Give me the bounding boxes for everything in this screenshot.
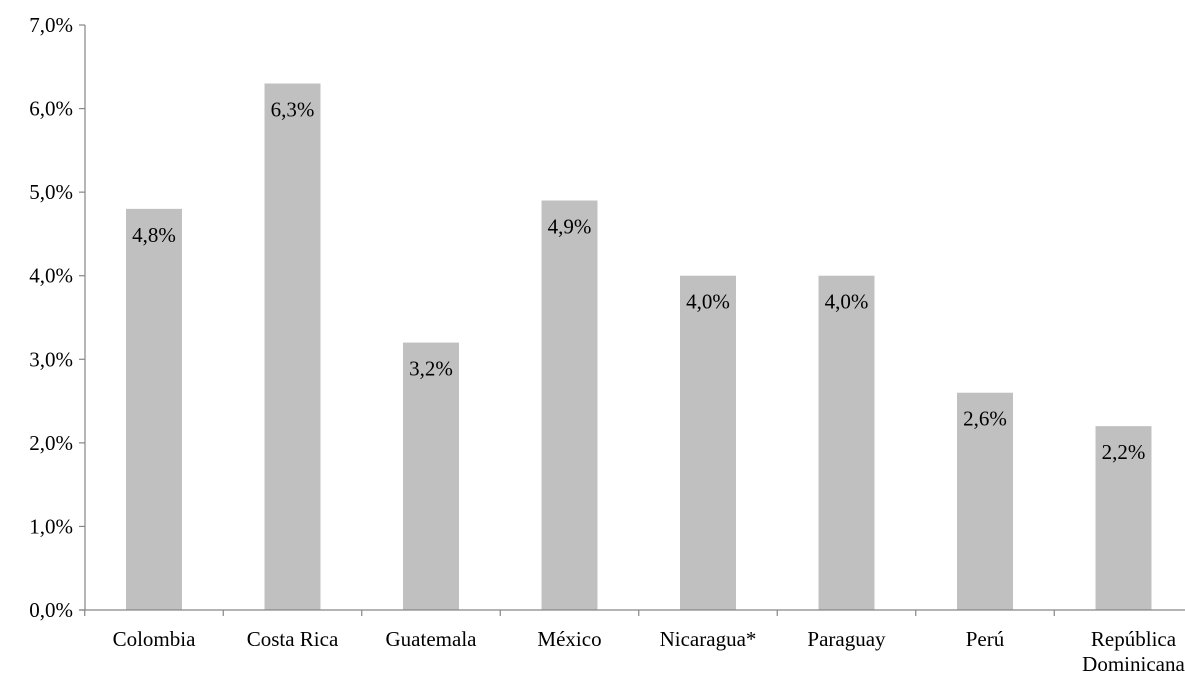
- y-tick-label: 3,0%: [29, 347, 73, 371]
- bar: [1095, 426, 1152, 610]
- data-label: 4,0%: [825, 290, 869, 314]
- category-labels: Colombia Costa Rica Guatemala México Nicarag…: [113, 627, 1185, 676]
- bar: [264, 83, 321, 610]
- y-tick-label: 6,0%: [29, 97, 73, 121]
- category-label: Paraguay: [807, 627, 886, 651]
- bar: [957, 392, 1013, 610]
- category-label: Costa Rica: [247, 627, 339, 651]
- category-label: Perú: [966, 627, 1005, 651]
- category-label: Nicaragua*: [660, 627, 757, 651]
- data-label: 6,3%: [271, 98, 315, 122]
- x-axis: [79, 609, 1185, 616]
- category-label: República Dominicana: [1082, 627, 1185, 676]
- data-label: 2,6%: [963, 407, 1007, 431]
- category-label: Guatemala: [386, 627, 478, 651]
- y-tick-label: 2,0%: [29, 431, 73, 455]
- y-tick-label: 4,0%: [29, 264, 73, 288]
- y-tick-label: 7,0%: [29, 13, 73, 37]
- data-label: 4,0%: [686, 290, 730, 314]
- y-axis-ticks: 0,0% 1,0% 2,0% 3,0% 4,0% 5,0% 6,0% 7,0%: [29, 13, 85, 622]
- bar: [818, 275, 875, 610]
- y-tick-label: 0,0%: [29, 598, 73, 622]
- y-tick-label: 1,0%: [29, 514, 73, 538]
- data-label: 2,2%: [1102, 440, 1146, 464]
- bar: [403, 342, 459, 610]
- data-labels: 4,8% 6,3% 3,2% 4,9% 4,0% 4,0% 2,6% 2,2%: [132, 98, 1145, 465]
- category-label: México: [537, 627, 601, 651]
- bar: [541, 200, 598, 610]
- bars: [126, 83, 1152, 610]
- bar: [126, 208, 182, 610]
- y-tick-label: 5,0%: [29, 180, 73, 204]
- bar: [680, 275, 736, 610]
- category-label: Colombia: [113, 627, 197, 651]
- data-label: 3,2%: [409, 357, 453, 381]
- data-label: 4,8%: [132, 223, 176, 247]
- data-label: 4,9%: [548, 215, 592, 239]
